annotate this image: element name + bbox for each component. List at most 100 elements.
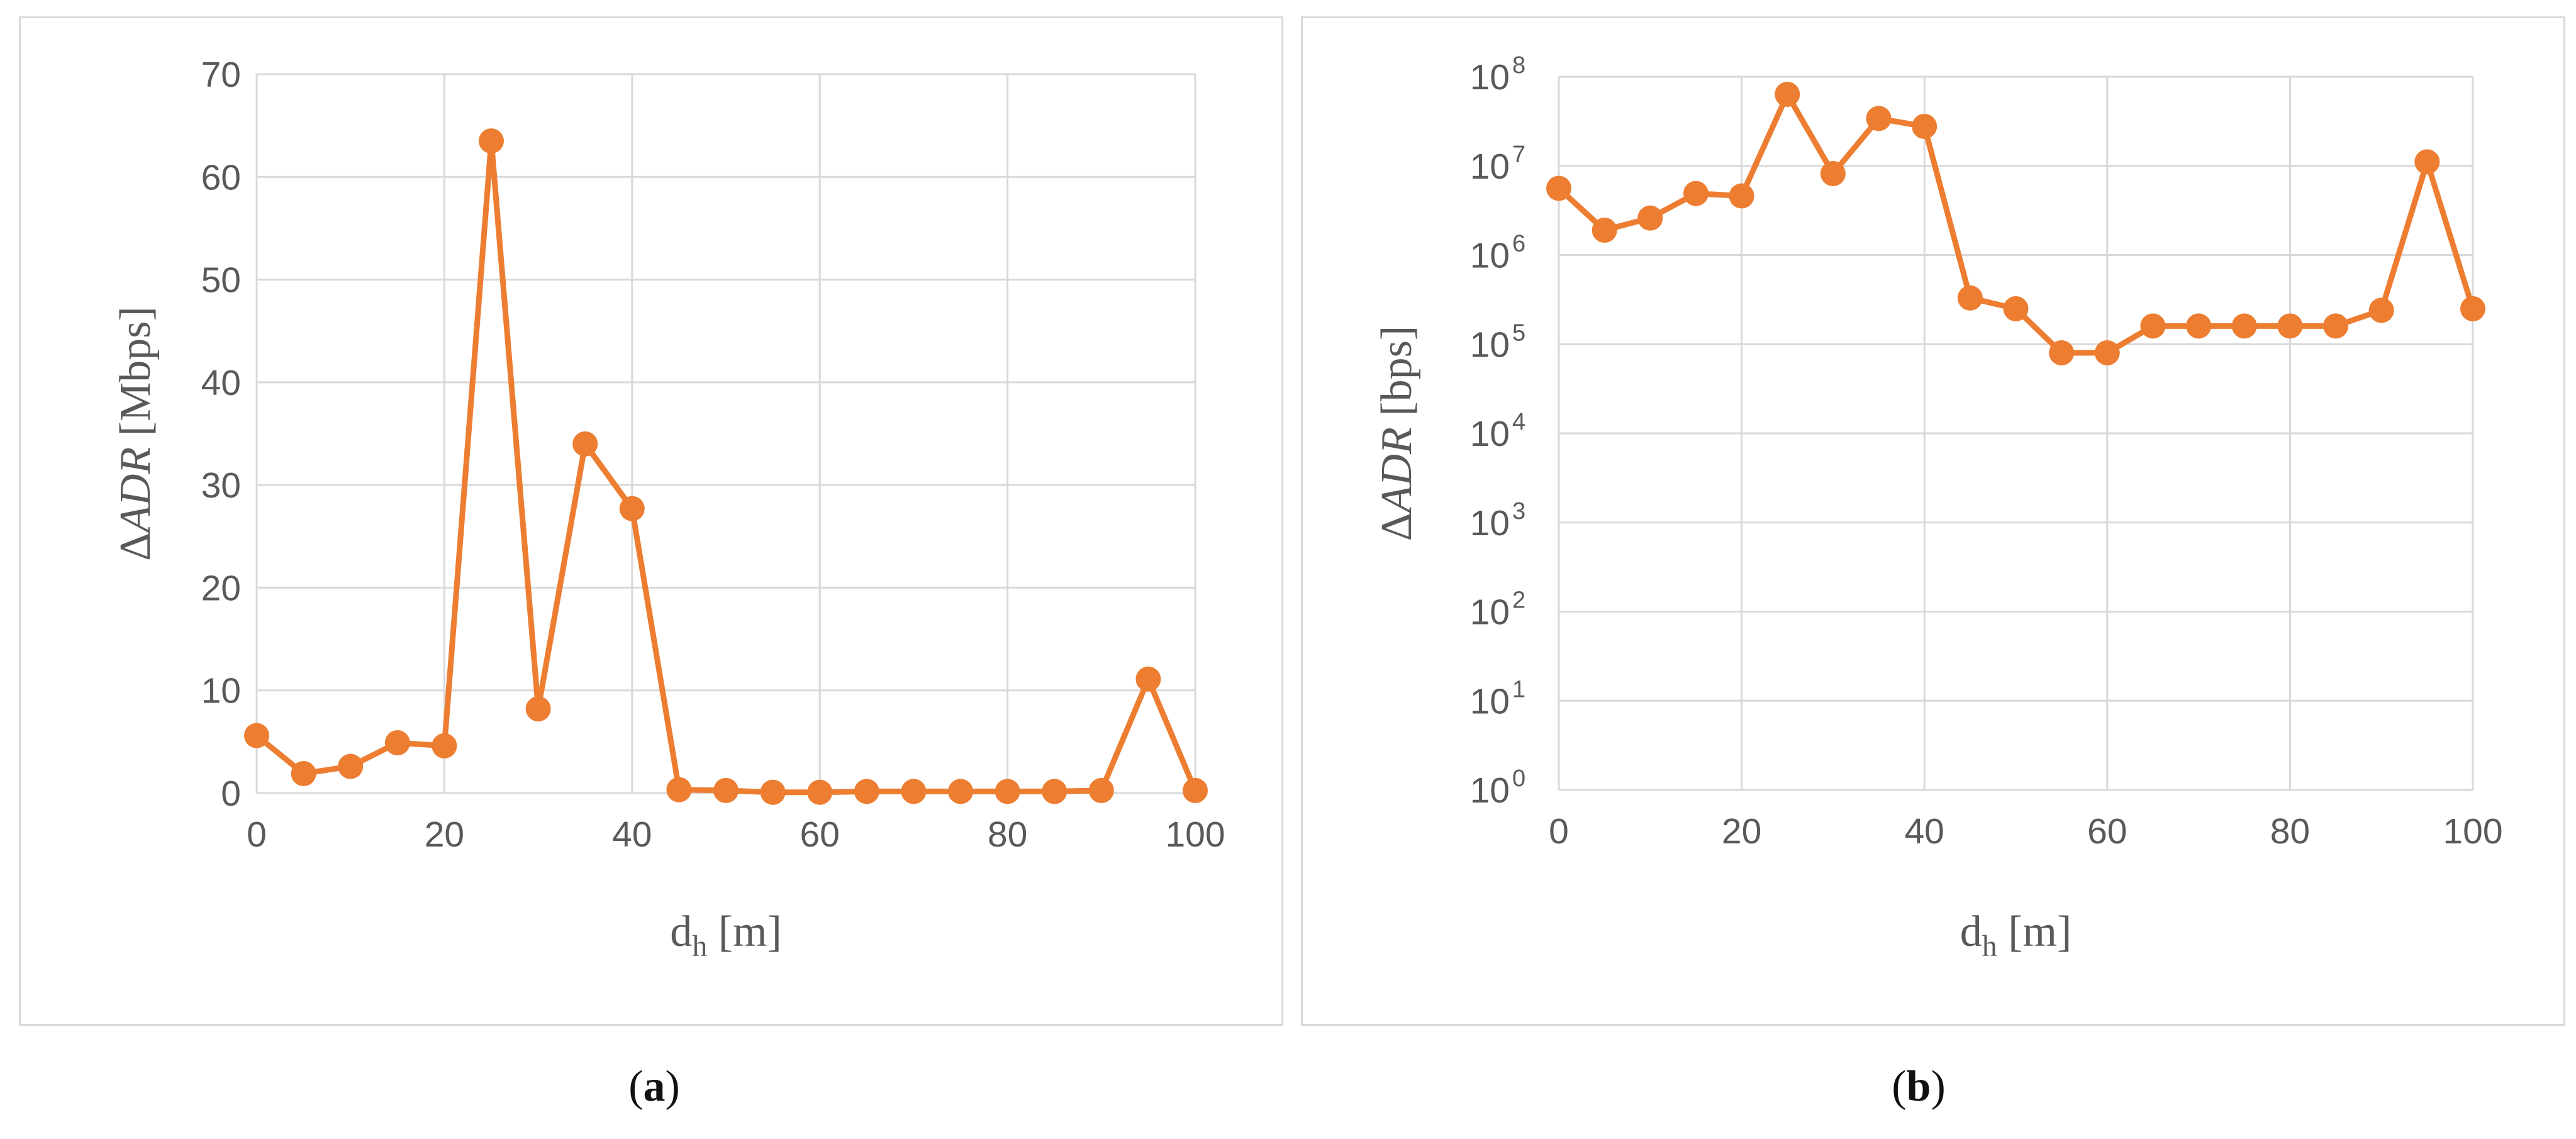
data-point: [1729, 183, 1754, 209]
data-point: [1546, 175, 1571, 201]
data-point: [1183, 777, 1208, 803]
y-tick-label: 50: [201, 260, 241, 301]
chart-panel-a: 0 20 40 60 80 100 0 10 20 30 40 50 60 70 dh [m] ΔADR [M…: [19, 16, 1283, 1026]
data-point: [2323, 313, 2349, 339]
x-tick-label: 40: [612, 814, 652, 855]
y-tick-exponent: 0: [1512, 765, 1525, 792]
x-tick-label: 0: [247, 814, 267, 855]
y-tick-exponent: 7: [1512, 142, 1525, 168]
data-point: [2186, 313, 2212, 339]
y-axis-title-variable: ADR: [111, 447, 160, 535]
series-line: [255, 138, 1198, 796]
caption-b: (b): [1892, 1062, 1946, 1111]
y-axis-title-unit: [bps]: [1373, 326, 1421, 427]
y-tick-label: 40: [201, 363, 241, 403]
y-axis-title: ΔADR [Mbps]: [111, 306, 160, 561]
x-axis-title-sub: h: [1982, 930, 1997, 963]
data-point: [995, 779, 1020, 804]
y-axis-title-variable: ADR: [1373, 427, 1421, 515]
y-tick-label: 10: [1470, 681, 1510, 721]
y-tick-label: 10: [1470, 503, 1510, 543]
data-point: [1042, 779, 1068, 804]
x-axis-title-sub: h: [692, 930, 707, 963]
y-tick-exponent: 4: [1512, 409, 1525, 435]
data-point: [666, 777, 692, 803]
data-point: [1683, 181, 1709, 206]
x-tick-label: 100: [1165, 814, 1225, 855]
x-tick-label: 60: [2087, 811, 2127, 852]
data-point: [432, 733, 457, 758]
y-tick-exponent: 2: [1512, 587, 1525, 614]
y-tick-base: 10: [1470, 503, 1510, 543]
y-tick-label: 10: [201, 671, 241, 711]
x-axis-title-main: d: [1960, 908, 1982, 956]
y-tick-label: 30: [201, 465, 241, 506]
data-point: [760, 779, 786, 805]
y-tick-exponent: 8: [1512, 52, 1525, 79]
y-tick-label: 10: [1470, 592, 1510, 633]
y-tick-base: 10: [1470, 592, 1510, 633]
y-tick-label: 70: [201, 55, 241, 95]
data-point: [1135, 666, 1161, 692]
data-point: [244, 723, 269, 748]
x-tick-label: 20: [1722, 811, 1761, 852]
y-tick-label: 20: [201, 568, 241, 608]
y-axis-title-delta: Δ: [1373, 513, 1421, 541]
x-tick-label: 40: [1904, 811, 1944, 852]
data-point: [2414, 149, 2440, 175]
caption-b-letter: b: [1906, 1062, 1931, 1111]
y-tick-exponent: 6: [1512, 231, 1525, 257]
data-point: [2140, 313, 2166, 339]
y-tick-exponent: 3: [1512, 498, 1525, 525]
data-point: [1866, 106, 1892, 131]
y-tick-exponent: 1: [1512, 676, 1525, 703]
y-tick-label: 10: [1470, 414, 1510, 454]
caption-a: (a): [628, 1062, 680, 1111]
x-axis-title-main: d: [670, 908, 692, 956]
x-axis-title-unit: [m]: [1997, 908, 2072, 956]
data-point: [2049, 340, 2075, 365]
y-tick-base: 10: [1470, 681, 1510, 721]
y-tick-label: 60: [201, 157, 241, 197]
x-axis-title: dh [m]: [670, 908, 782, 963]
data-point: [338, 753, 364, 779]
x-tick-label: 20: [425, 814, 464, 855]
y-tick-label: 0: [221, 774, 241, 814]
y-axis-title: ΔADR [bps]: [1373, 326, 1421, 541]
data-point: [1637, 205, 1663, 231]
x-tick-label: 0: [1549, 811, 1569, 852]
y-tick-label: 10: [1470, 325, 1510, 365]
y-tick-label: 10: [1470, 770, 1510, 811]
y-tick-base: 10: [1470, 770, 1510, 811]
chart-panel-b: 0 20 40 60 80 100 10 0 10 1 10 2 10 3 10 4 10 5 10 6 10 7 10 8 d…: [1301, 16, 2565, 1026]
y-tick-label: 10: [1470, 147, 1510, 187]
y-tick-base: 10: [1470, 57, 1510, 97]
y-tick-base: 10: [1470, 147, 1510, 187]
data-point: [948, 779, 973, 804]
y-tick-base: 10: [1470, 325, 1510, 365]
y-tick-exponent: 5: [1512, 319, 1525, 346]
data-point: [807, 779, 833, 805]
y-tick-base: 10: [1470, 414, 1510, 454]
data-point: [291, 760, 316, 786]
data-point: [2368, 297, 2394, 323]
data-point: [2231, 313, 2257, 339]
data-point: [1820, 160, 1846, 186]
y-tick-base: 10: [1470, 236, 1510, 276]
y-tick-label: 10: [1470, 236, 1510, 276]
x-axis-title-unit: [m]: [707, 908, 782, 956]
x-tick-label: 60: [800, 814, 839, 855]
data-point: [713, 777, 739, 803]
data-point: [2277, 313, 2303, 339]
chart-a-svg: 0 20 40 60 80 100 0 10 20 30 40 50 60 70 dh [m] ΔADR [M…: [111, 55, 1225, 963]
x-axis-title: dh [m]: [1960, 908, 2072, 963]
data-point: [1957, 285, 1983, 311]
x-tick-label: 100: [2443, 811, 2502, 852]
data-point: [1592, 217, 1617, 243]
data-point: [854, 779, 879, 804]
x-tick-label: 80: [2270, 811, 2310, 852]
data-point: [901, 779, 927, 804]
x-tick-label: 80: [988, 814, 1027, 855]
data-point: [619, 496, 645, 521]
